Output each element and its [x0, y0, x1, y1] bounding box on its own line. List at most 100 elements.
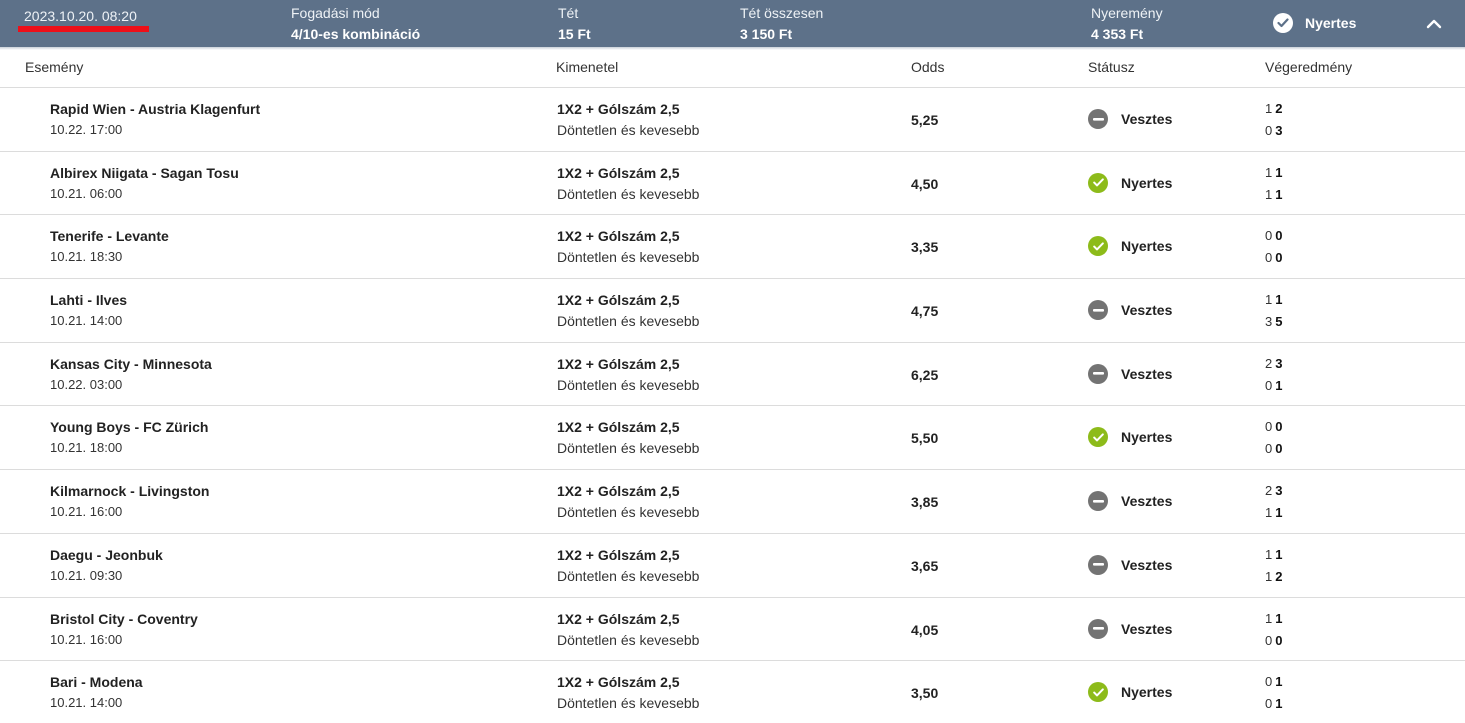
bet-mode-value: 4/10-es kombináció — [291, 26, 421, 42]
odds-value: 3,85 — [911, 494, 939, 511]
event-date: 10.21. 16:00 — [50, 504, 123, 520]
minus-circle-icon — [1088, 554, 1108, 575]
event-status-label: Nyertes — [1121, 238, 1173, 255]
event-status-label: Vesztes — [1121, 111, 1173, 127]
score-home-halftime: 1 — [1265, 610, 1273, 626]
event-status: Nyertes — [1088, 682, 1173, 703]
event-name: Bristol City - Coventry — [50, 610, 198, 627]
column-header-result: Végeredmény — [1265, 59, 1353, 75]
check-circle-icon — [1088, 682, 1108, 703]
event-status-label: Vesztes — [1121, 493, 1173, 510]
odds-value: 5,50 — [911, 430, 939, 447]
outcome-market: 1X2 + Gólszám 2,5 — [557, 228, 680, 245]
event-status: Nyertes — [1088, 236, 1173, 257]
odds-value: 4,50 — [911, 175, 939, 192]
event-name: Daegu - Jeonbuk — [50, 546, 163, 563]
event-status: Nyertes — [1088, 172, 1173, 193]
score-home-final: 1 — [1275, 164, 1283, 180]
outcome-market: 1X2 + Gólszám 2,5 — [557, 101, 680, 117]
outcome-market: 1X2 + Gólszám 2,5 — [557, 419, 680, 436]
bet-mode-label: Fogadási mód — [291, 5, 380, 21]
bet-summary-bar[interactable]: 2023.10.20. 08:20 Fogadási mód 4/10-es k… — [0, 0, 1465, 50]
score-home-final: 1 — [1275, 292, 1283, 308]
event-name: Lahti - Ilves — [50, 292, 128, 309]
outcome-selection: Döntetlen és kevesebb — [557, 631, 700, 648]
event-name: Kilmarnock - Livingston — [50, 483, 210, 500]
score-away-halftime: 0 — [1265, 377, 1273, 393]
odds-value: 3,65 — [911, 557, 939, 574]
odds-value: 3,50 — [911, 685, 939, 702]
score-away-halftime: 1 — [1265, 186, 1273, 202]
check-circle-icon — [1273, 13, 1293, 33]
event-status: Vesztes — [1088, 363, 1172, 384]
event-status-label: Vesztes — [1121, 556, 1173, 573]
odds-value: 4,75 — [911, 303, 939, 320]
stake: Tét 15 Ft — [558, 5, 591, 43]
column-header-event: Esemény — [25, 59, 84, 75]
outcome-market: 1X2 + Gólszám 2,5 — [557, 483, 680, 500]
score-away-final: 0 — [1275, 632, 1283, 648]
odds-value: 6,25 — [911, 366, 939, 383]
winnings-value: 4 353 Ft — [1091, 26, 1144, 42]
event-date: 10.21. 14:00 — [50, 313, 123, 329]
column-header-outcome: Kimenetel — [556, 59, 619, 75]
event-status-label: Nyertes — [1121, 684, 1173, 701]
event-date: 10.21. 18:30 — [50, 249, 123, 265]
event-date: 10.21. 09:30 — [50, 567, 123, 583]
score-away-final: 1 — [1275, 377, 1283, 393]
event-status: Vesztes — [1088, 618, 1172, 639]
minus-circle-icon — [1088, 491, 1108, 512]
score-home-final: 3 — [1275, 355, 1283, 371]
event-date: 10.21. 06:00 — [50, 185, 123, 201]
score-away-halftime: 0 — [1265, 441, 1273, 457]
outcome-selection: Döntetlen és kevesebb — [557, 504, 700, 521]
score-away-halftime: 0 — [1265, 123, 1273, 138]
total-stake-value: 3 150 Ft — [740, 26, 793, 42]
event-date: 10.21. 16:00 — [50, 631, 123, 647]
column-header-status: Státusz — [1088, 59, 1135, 75]
outcome-selection: Döntetlen és kevesebb — [557, 313, 700, 330]
minus-circle-icon — [1088, 109, 1108, 129]
table-row: Albirex Niigata - Sagan Tosu 10.21. 06:00… — [0, 152, 1465, 216]
odds-value: 5,25 — [911, 112, 939, 128]
total-stake: Tét összesen 3 150 Ft — [740, 5, 823, 43]
event-status-label: Nyertes — [1121, 429, 1173, 446]
bet-status-label: Nyertes — [1305, 15, 1357, 31]
table-row: Rapid Wien - Austria Klagenfurt 10.22. 17… — [0, 88, 1465, 152]
score-away-halftime: 1 — [1265, 505, 1273, 521]
score-away-halftime: 0 — [1265, 632, 1273, 648]
score-home-final: 1 — [1275, 546, 1283, 562]
score-away-halftime: 0 — [1265, 696, 1273, 712]
event-status-label: Nyertes — [1121, 174, 1173, 191]
minus-circle-icon — [1088, 300, 1108, 321]
event-name: Tenerife - Levante — [50, 228, 169, 245]
score-away-final: 1 — [1275, 696, 1283, 712]
outcome-market: 1X2 + Gólszám 2,5 — [557, 355, 680, 372]
score-home-final: 1 — [1275, 610, 1283, 626]
score-away-final: 1 — [1275, 505, 1283, 521]
outcome-market: 1X2 + Gólszám 2,5 — [557, 610, 680, 627]
score-home-final: 1 — [1275, 674, 1283, 690]
event-date: 10.22. 03:00 — [50, 376, 123, 392]
score-home-halftime: 1 — [1265, 164, 1273, 180]
collapse-button[interactable] — [1424, 14, 1444, 34]
score-away-final: 3 — [1275, 123, 1283, 138]
table-row: Kansas City - Minnesota 10.22. 03:00 1X2 +… — [0, 343, 1465, 407]
table-row: Kilmarnock - Livingston 10.21. 16:00 1X2 +… — [0, 470, 1465, 534]
event-name: Albirex Niigata - Sagan Tosu — [50, 164, 239, 181]
event-name: Bari - Modena — [50, 674, 143, 691]
event-status: Nyertes — [1088, 427, 1173, 448]
outcome-selection: Döntetlen és kevesebb — [557, 185, 700, 202]
